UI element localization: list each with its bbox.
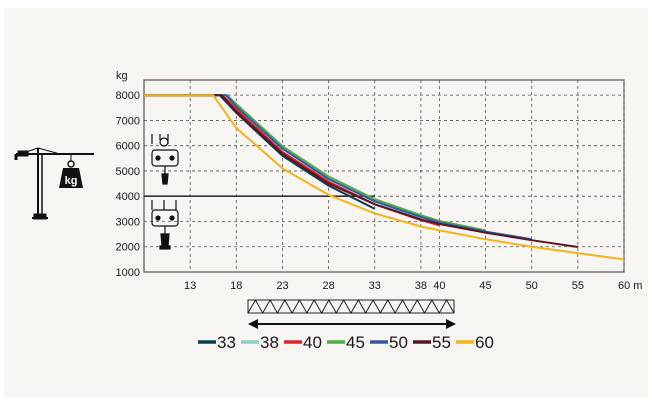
x-tick-label: 23 — [276, 280, 288, 292]
series-line-33 — [144, 94, 376, 210]
x-tick-label: 33 — [369, 280, 381, 292]
series-line-45 — [144, 94, 486, 232]
y-tick-label: 4000 — [116, 191, 140, 203]
series-line-55 — [144, 94, 578, 248]
jib-truss-icon — [247, 298, 455, 315]
x-tick-label: 13 — [184, 280, 196, 292]
series-line-50 — [144, 94, 532, 241]
tower-crane-icon — [14, 147, 94, 220]
x-tick-label: 60 m — [618, 280, 642, 292]
y-axis-unit: kg — [116, 70, 128, 82]
tick-labels: 1000 2000 3000 4000 5000 6000 7000 8000 13 18 23 28… — [116, 90, 643, 292]
chart-panel: 1000 2000 3000 4000 5000 6000 7000 8000 13 18 23 28… — [4, 8, 648, 398]
weight-kg-icon: kg — [59, 154, 83, 188]
legend-label-33: 33 — [217, 333, 236, 352]
x-tick-label: 40 — [433, 280, 445, 292]
x-tick-label: 55 — [572, 280, 584, 292]
x-tick-label: 50 — [526, 280, 538, 292]
y-tick-label: 7000 — [116, 115, 140, 127]
x-tick-label: 18 — [230, 280, 242, 292]
jib-length-arrow — [248, 319, 456, 329]
y-tick-label: 8000 — [116, 90, 140, 102]
y-tick-label: 1000 — [116, 267, 140, 279]
legend-label-40: 40 — [303, 333, 322, 352]
legend-label-45: 45 — [346, 333, 365, 352]
svg-text:kg: kg — [65, 175, 78, 187]
x-tick-label: 38 — [415, 280, 427, 292]
series-lines — [144, 94, 625, 261]
load-chart: 1000 2000 3000 4000 5000 6000 7000 8000 13 18 23 28… — [14, 70, 643, 352]
legend-label-55: 55 — [432, 333, 451, 352]
hook-four-fall-icon — [151, 200, 179, 250]
x-tick-label: 45 — [479, 280, 491, 292]
y-tick-label: 2000 — [116, 242, 140, 254]
legend: 33 38 40 45 50 55 60 — [198, 333, 494, 352]
x-tick-label: 28 — [322, 280, 334, 292]
y-tick-label: 6000 — [116, 141, 140, 153]
y-tick-label: 3000 — [116, 216, 140, 228]
y-tick-label: 5000 — [116, 166, 140, 178]
series-line-60 — [144, 94, 625, 261]
legend-label-60: 60 — [475, 333, 494, 352]
legend-label-38: 38 — [260, 333, 279, 352]
hook-two-fall-icon — [151, 134, 179, 185]
legend-label-50: 50 — [389, 333, 408, 352]
